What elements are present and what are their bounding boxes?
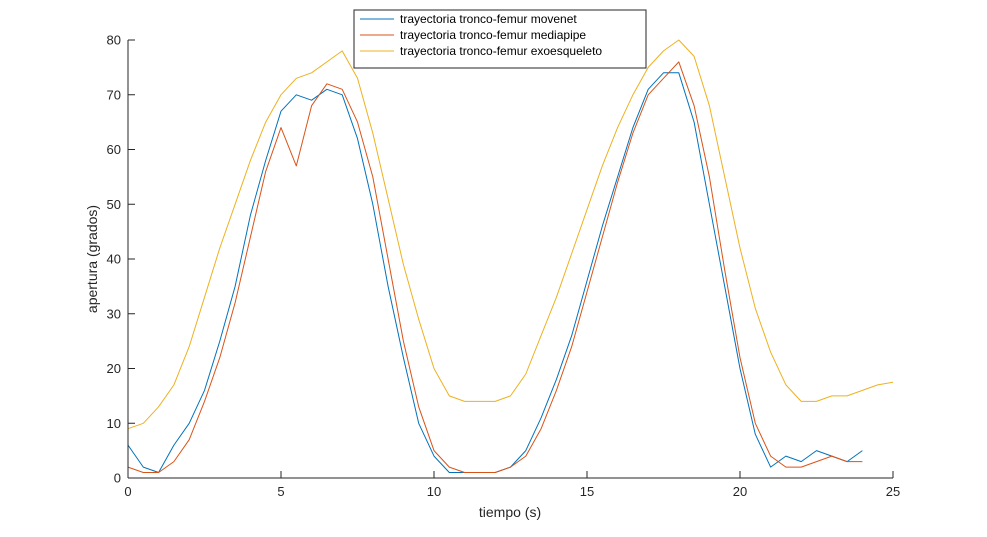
legend-label: trayectoria tronco-femur movenet: [400, 12, 577, 26]
x-axis-label: tiempo (s): [479, 504, 541, 520]
x-tick-label: 25: [886, 484, 900, 499]
y-axis-label: apertura (grados): [84, 205, 100, 313]
y-tick-label: 60: [107, 142, 121, 157]
y-tick-label: 70: [107, 87, 121, 102]
x-tick-label: 0: [124, 484, 131, 499]
plot-area: [128, 40, 893, 478]
x-tick-label: 20: [733, 484, 747, 499]
legend-box: [353, 9, 647, 69]
series-line-2: [127, 61, 863, 473]
series-line-3: [127, 39, 894, 430]
y-tick-label: 30: [107, 306, 121, 321]
axes: 0 5 10 15 20 25 0 10 20 30 40 50 60 70 80: [107, 33, 901, 500]
legend: trayectoria tronco-femur movenet trayecto…: [353, 9, 647, 69]
x-tick-label: 10: [427, 484, 441, 499]
series-layer: [127, 39, 894, 473]
y-tick-label: 80: [107, 33, 121, 48]
x-tick-label: 5: [277, 484, 284, 499]
y-tick-label: 0: [114, 471, 121, 486]
legend-label: trayectoria tronco-femur mediapipe: [400, 28, 586, 42]
x-tick-label: 15: [580, 484, 594, 499]
y-tick-label: 20: [107, 361, 121, 376]
y-tick-label: 40: [107, 252, 121, 267]
y-tick-label: 50: [107, 197, 121, 212]
legend-label: trayectoria tronco-femur exoesqueleto: [400, 44, 602, 58]
y-tick-label: 10: [107, 416, 121, 431]
